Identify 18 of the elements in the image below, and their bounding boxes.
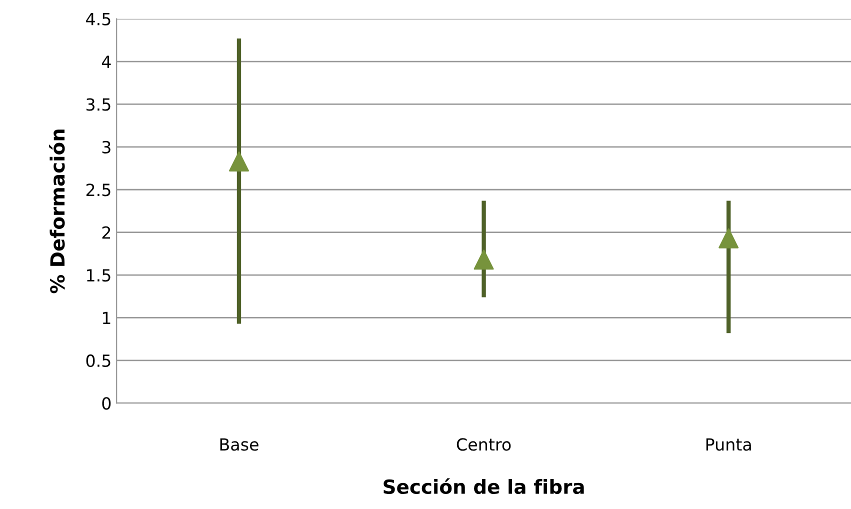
y-tick-label: 1 [102, 312, 110, 324]
y-tick-label: 1.5 [87, 269, 110, 282]
y-tick-label: 0.5 [86, 354, 110, 367]
y-tick-label: 2.5 [86, 184, 110, 196]
y-axis-title: % Deformación [48, 130, 65, 294]
y-tick-label: 4.5 [86, 13, 110, 26]
x-tick-label: Base [220, 438, 258, 451]
y-tick-label: 3.5 [86, 98, 110, 111]
x-tick-label: Punta [706, 438, 751, 451]
point [474, 250, 494, 270]
y-tick-label: 3 [102, 140, 110, 154]
x-axis-title: Sección de la fibra [384, 478, 584, 494]
point [228, 151, 249, 172]
point [718, 228, 739, 248]
y-tick-label: 2 [102, 226, 110, 239]
y-tick-label: 4 [102, 56, 111, 68]
y-tick-label: 0 [102, 397, 111, 410]
x-tick-label: Centro [456, 438, 511, 451]
